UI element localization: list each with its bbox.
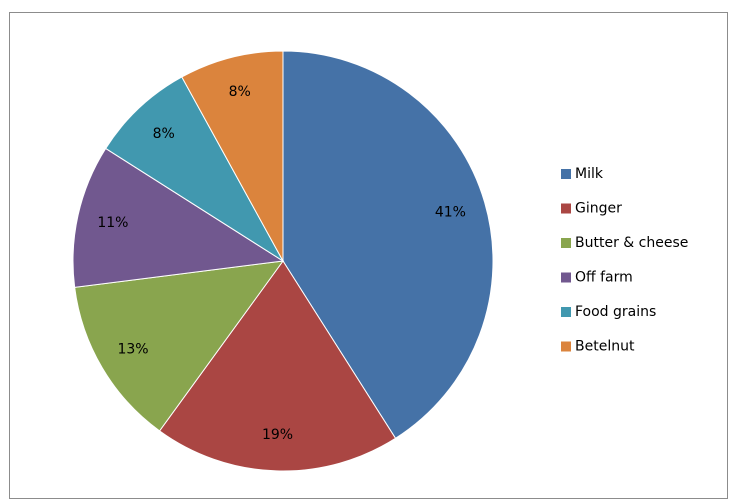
legend: Milk Ginger Butter & cheese Off farm Food gr… bbox=[561, 166, 688, 355]
data-label-food-grains: 8% bbox=[153, 126, 175, 142]
data-label-off-farm: 11% bbox=[97, 215, 128, 231]
legend-label-ginger: Ginger bbox=[575, 201, 622, 217]
data-label-butter-and-cheese: 13% bbox=[117, 342, 148, 358]
pie-slices bbox=[72, 50, 494, 472]
legend-label-milk: Milk bbox=[575, 166, 604, 182]
legend-item-milk: Milk bbox=[561, 166, 604, 182]
legend-swatch-butter-and-cheese bbox=[561, 238, 571, 248]
legend-label-off-farm: Off farm bbox=[575, 270, 633, 286]
legend-swatch-ginger bbox=[561, 203, 571, 214]
pie-slice-betelnut bbox=[181, 50, 284, 262]
pie-slice-milk bbox=[282, 50, 494, 440]
legend-label-food-grains: Food grains bbox=[575, 304, 656, 320]
pie-slice-food-grains bbox=[104, 76, 284, 262]
legend-swatch-betelnut bbox=[561, 341, 571, 352]
legend-swatch-food-grains bbox=[561, 307, 571, 317]
pie-slice-off-farm bbox=[72, 147, 285, 288]
slice-labels: 41% 19% 13% 11% 8% 8% bbox=[97, 84, 466, 443]
legend-item-butter-and-cheese: Butter & cheese bbox=[561, 235, 688, 251]
data-label-betelnut: 8% bbox=[229, 84, 251, 100]
legend-item-betelnut: Betelnut bbox=[561, 339, 635, 355]
legend-item-food-grains: Food grains bbox=[561, 304, 656, 320]
data-label-ginger: 19% bbox=[262, 427, 293, 443]
legend-label-butter-and-cheese: Butter & cheese bbox=[575, 235, 688, 251]
data-label-milk: 41% bbox=[435, 204, 466, 220]
legend-swatch-off-farm bbox=[561, 272, 571, 283]
pie-slice-ginger bbox=[158, 260, 397, 472]
legend-swatch-milk bbox=[561, 169, 571, 179]
pie-slice-butter-and-cheese bbox=[74, 260, 285, 432]
legend-item-ginger: Ginger bbox=[561, 201, 622, 217]
legend-label-betelnut: Betelnut bbox=[575, 339, 635, 355]
legend-item-off-farm: Off farm bbox=[561, 270, 633, 286]
